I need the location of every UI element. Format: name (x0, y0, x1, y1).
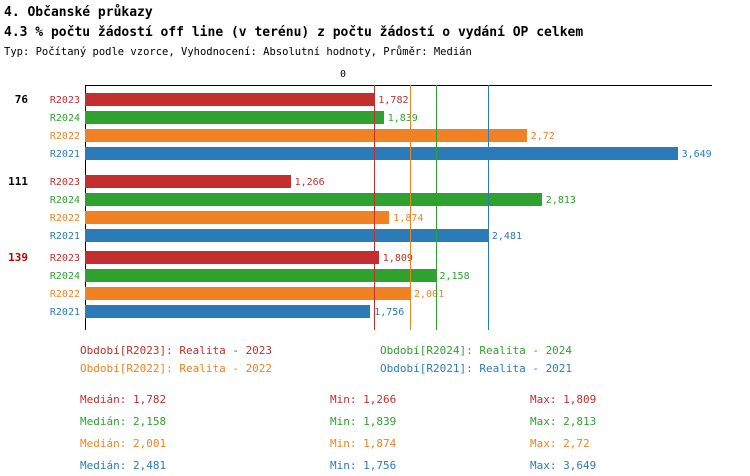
y-axis-line (85, 85, 86, 330)
bar-row-label: R2024 (49, 271, 80, 282)
median-line-R2024 (435, 85, 437, 330)
bar-value-label: 2,72 (530, 131, 555, 142)
x-axis-line (85, 85, 712, 86)
bar-row-label: R2021 (49, 231, 80, 242)
bar-value-label: 1,839 (387, 113, 418, 124)
bar-R2022 (85, 287, 410, 300)
bar-row-label: R2024 (49, 195, 80, 206)
bar-R2022 (85, 211, 390, 224)
bar-value-label: 1,874 (393, 213, 424, 224)
bar-value-label: 1,756 (374, 307, 405, 318)
stat-min: Min: 1,756 (330, 459, 397, 472)
stat-median: Medián: 2,481 (80, 459, 167, 472)
bar-row-label: R2022 (49, 289, 80, 300)
bar-row-label: R2023 (49, 177, 80, 188)
stat-min: Min: 1,839 (330, 415, 397, 428)
legend-item: Období[R2024]: Realita - 2024 (380, 344, 573, 357)
stat-max: Max: 3,649 (530, 459, 597, 472)
median-line-R2022 (410, 85, 411, 330)
bar-row-label: R2021 (49, 149, 80, 160)
bar-R2024 (85, 111, 384, 124)
bar-value-label: 2,001 (414, 289, 445, 300)
bar-value-label: 2,813 (545, 195, 576, 206)
legend-item: Období[R2022]: Realita - 2022 (80, 362, 273, 375)
stat-min: Min: 1,266 (330, 393, 397, 406)
stat-median: Medián: 1,782 (80, 393, 167, 406)
group-label: 111 (8, 175, 28, 188)
legend-item: Období[R2021]: Realita - 2021 (380, 362, 573, 375)
group-label: 139 (8, 251, 28, 264)
chart-meta: Typ: Počítaný podle vzorce, Vyhodnocení:… (4, 46, 472, 58)
bar-value-label: 2,481 (491, 231, 522, 242)
bar-R2023 (85, 251, 379, 264)
bar-R2024 (85, 269, 436, 282)
bar-row-label: R2023 (49, 95, 80, 106)
stat-median: Medián: 2,158 (80, 415, 167, 428)
x-axis-zero-tick-label: 0 (340, 69, 347, 80)
bar-R2021 (85, 305, 371, 318)
bar-row-label: R2021 (49, 307, 80, 318)
median-line-R2023 (374, 85, 376, 330)
bar-value-label: 2,158 (439, 271, 470, 282)
group-label: 76 (14, 93, 28, 106)
bar-row-label: R2022 (49, 131, 80, 142)
median-line-R2021 (487, 85, 489, 330)
stat-median: Medián: 2,001 (80, 437, 167, 450)
stat-max: Max: 1,809 (530, 393, 597, 406)
bar-row-label: R2023 (49, 253, 80, 264)
bar-row-label: R2024 (49, 113, 80, 124)
bar-R2021 (85, 147, 678, 160)
stat-max: Max: 2,72 (530, 437, 590, 450)
bar-value-label: 1,782 (378, 95, 409, 106)
bar-R2022 (85, 129, 527, 142)
stat-max: Max: 2,813 (530, 415, 597, 428)
bar-value-label: 3,649 (681, 149, 712, 160)
bar-row-label: R2022 (49, 213, 80, 224)
bar-R2023 (85, 175, 291, 188)
bar-value-label: 1,266 (294, 177, 325, 188)
bar-R2021 (85, 229, 488, 242)
legend-item: Období[R2023]: Realita - 2023 (80, 344, 273, 357)
page-title: 4. Občanské průkazy (4, 5, 153, 20)
indicator-subtitle: 4.3 % počtu žádostí off line (v terénu) … (4, 25, 584, 40)
bar-value-label: 1,809 (382, 253, 413, 264)
bar-R2023 (85, 93, 375, 106)
bar-R2024 (85, 193, 542, 206)
stat-min: Min: 1,874 (330, 437, 397, 450)
